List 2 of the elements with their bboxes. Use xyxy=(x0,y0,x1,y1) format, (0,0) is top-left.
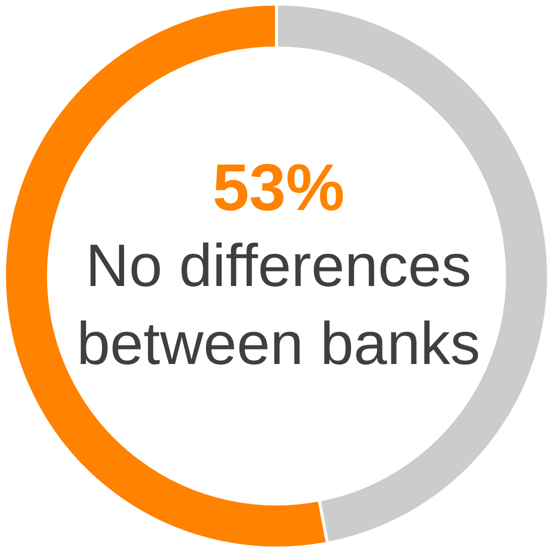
data-label: 53% xyxy=(212,150,345,224)
slice-label: No differences between banks xyxy=(76,232,480,377)
